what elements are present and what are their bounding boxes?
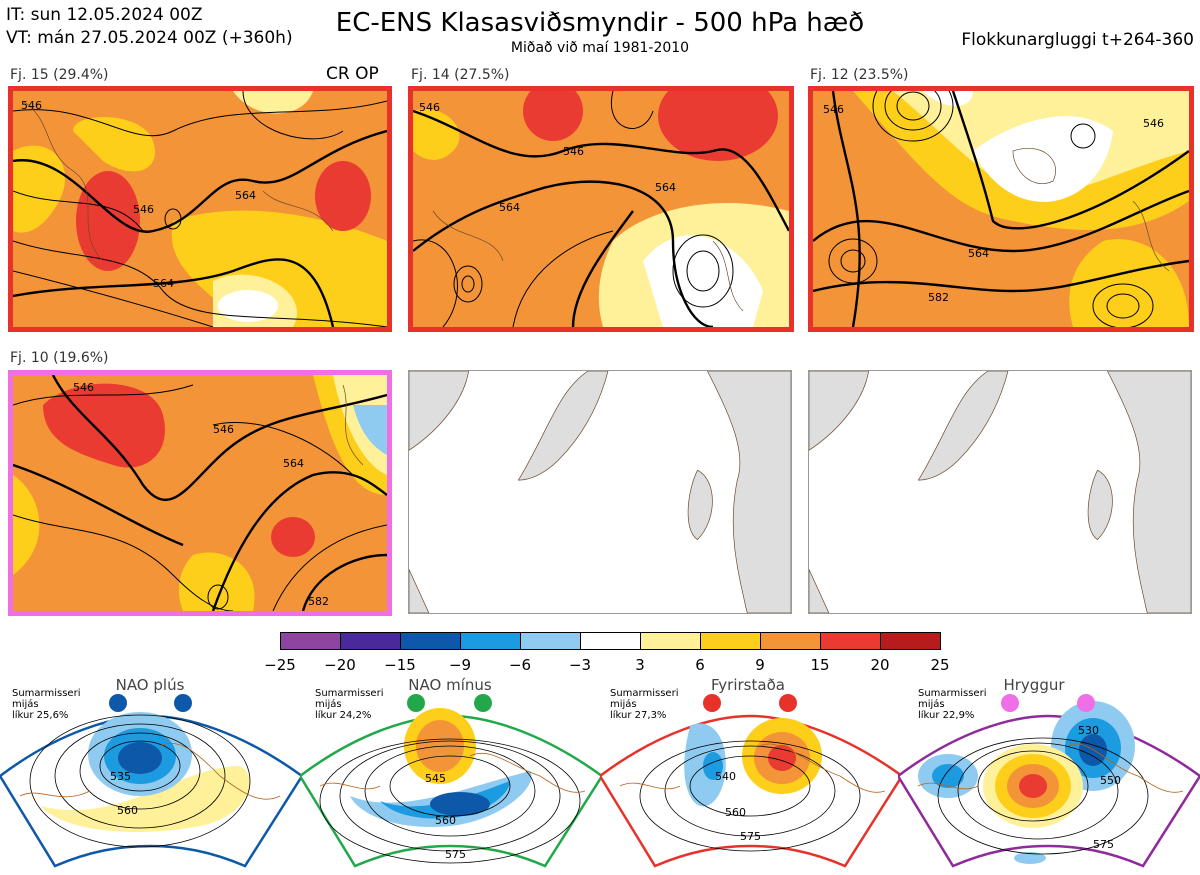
panel1-contour-546-a: 546	[21, 99, 42, 112]
cluster-map-14[interactable]: 546 564 564 546	[408, 86, 794, 332]
regime-map: 535 560	[0, 694, 304, 868]
panel4-contour-582: 582	[308, 595, 329, 608]
regime-contour: 575	[445, 848, 466, 861]
regime-contour: 575	[740, 830, 761, 843]
colorbar-tick: −6	[508, 656, 532, 674]
regime-contour: 545	[425, 772, 446, 785]
regime-title: Hryggur	[1003, 676, 1065, 694]
regime-contour: 560	[435, 814, 456, 827]
colorbar-tick: −15	[384, 656, 416, 674]
colorbar-tick: −9	[448, 656, 472, 674]
colorbar-box-10	[820, 632, 881, 650]
cr-op-tag: CR OP	[326, 64, 379, 84]
regime-contour: 560	[117, 804, 138, 817]
colorbar-box-5	[520, 632, 581, 650]
cluster-map-15[interactable]: 546 564 564 546	[8, 86, 392, 332]
colorbar-box-7	[640, 632, 701, 650]
regime-ridge: Hryggur Sumarmisseri mijás líkur 22,9% 530…	[896, 676, 1200, 871]
regime-nao-minus: NAO mínus Sumarmisseri mijás líkur 24,2% 5…	[298, 676, 604, 871]
regime-note: Sumarmisseri mijás líkur 27,3%	[610, 688, 679, 721]
colorbar-box-3	[400, 632, 461, 650]
panel-label-2: Fj. 14 (27.5%)	[411, 67, 510, 83]
regime-map: 530 550 575	[896, 694, 1200, 868]
cluster-map-10[interactable]: 546 546 564 582	[8, 370, 392, 616]
colorbar-tick: 6	[695, 656, 705, 674]
regime-title: NAO mínus	[408, 676, 492, 694]
header-info: IT: sun 12.05.2024 00Z VT: mán 27.05.202…	[6, 4, 293, 50]
colorbar-tick: 9	[755, 656, 765, 674]
regime-nao-plus: NAO plús Sumarmisseri mijás líkur 25,6% 53…	[0, 676, 304, 871]
colorbar-box-2	[340, 632, 401, 650]
regime-title: NAO plús	[115, 676, 185, 694]
colorbar-tick: −20	[324, 656, 356, 674]
colorbar-tick: −25	[264, 656, 296, 674]
colorbar-box-6	[580, 632, 641, 650]
cluster-map-12[interactable]: 546 564 582 546	[808, 86, 1194, 332]
page-title: EC-ENS Klasasviðsmyndir - 500 hPa hæð	[335, 8, 865, 38]
panel3-contour-546-a: 546	[823, 103, 844, 116]
panel1-contour-546-b: 546	[133, 203, 154, 216]
regime-contour: 540	[715, 770, 736, 783]
regime-note: Sumarmisseri mijás líkur 22,9%	[918, 688, 987, 721]
empty-map-1	[408, 370, 792, 614]
regime-title: Fyrirstaða	[711, 676, 785, 694]
panel-label-3: Fj. 12 (23.5%)	[810, 67, 909, 83]
empty-map-2	[808, 370, 1192, 614]
colorbar-tick: 20	[870, 656, 890, 674]
panel1-contour-564-a: 564	[235, 189, 256, 202]
regime-contour: 530	[1078, 724, 1099, 737]
panel2-contour-546-b: 546	[563, 145, 584, 158]
panel2-contour-564-a: 564	[499, 201, 520, 214]
regime-blocking: Fyrirstaða Sumarmisseri mijás líkur 27,3% …	[598, 676, 904, 871]
panel3-contour-546-b: 546	[1143, 117, 1164, 130]
colorbar-tick: 3	[635, 656, 645, 674]
panel4-contour-546-b: 546	[213, 423, 234, 436]
panel3-contour-564: 564	[968, 247, 989, 260]
regime-contour: 575	[1093, 838, 1114, 851]
panel4-contour-546-a: 546	[73, 381, 94, 394]
page-subtitle: Miðað við maí 1981-2010	[510, 40, 690, 56]
colorbar-box-4	[460, 632, 521, 650]
panel-label-1: Fj. 15 (29.4%)	[10, 67, 109, 83]
regime-contour: 535	[110, 770, 131, 783]
panel4-contour-564: 564	[283, 457, 304, 470]
colorbar-tick: 25	[930, 656, 950, 674]
panel-label-4: Fj. 10 (19.6%)	[10, 350, 109, 366]
regime-note: Sumarmisseri mijás líkur 25,6%	[12, 688, 81, 721]
colorbar-box-9	[760, 632, 821, 650]
panel3-contour-582: 582	[928, 291, 949, 304]
colorbar-tick: −3	[568, 656, 592, 674]
panel2-contour-546-a: 546	[419, 101, 440, 114]
regime-contour: 560	[725, 806, 746, 819]
classification-window: Flokkunargluggi t+264-360	[961, 30, 1194, 50]
initial-time: IT: sun 12.05.2024 00Z	[6, 5, 203, 25]
regime-map: 540 560 575	[598, 694, 904, 868]
regime-note: Sumarmisseri mijás líkur 24,2%	[315, 688, 384, 721]
panel1-contour-564-b: 564	[153, 277, 174, 290]
regime-map: 545 560 575	[298, 694, 604, 868]
colorbar-box-11	[880, 632, 941, 650]
colorbar-tick: 15	[810, 656, 830, 674]
valid-time: VT: mán 27.05.2024 00Z (+360h)	[6, 28, 293, 48]
panel2-contour-564-b: 564	[655, 181, 676, 194]
colorbar-box-1	[280, 632, 341, 650]
regime-contour: 550	[1100, 774, 1121, 787]
colorbar-box-8	[700, 632, 761, 650]
